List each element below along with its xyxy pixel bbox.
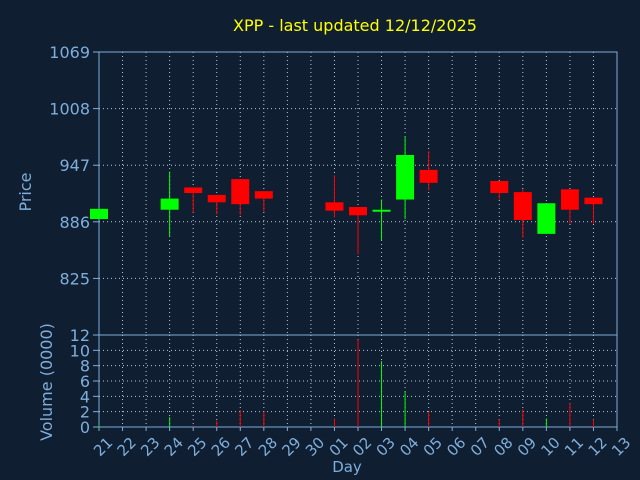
candle-body (584, 197, 603, 205)
x-axis-ticks: 2122232425262728293001020304050607080910… (90, 427, 634, 460)
x-tick-label: 05 (420, 434, 446, 460)
x-tick-label: 22 (114, 434, 140, 460)
candle-body (419, 169, 438, 183)
x-tick-label: 11 (561, 434, 587, 460)
price-axis-label: Price (16, 172, 35, 211)
candle-body (396, 154, 415, 200)
candle-body (160, 198, 179, 210)
volume-tick-label: 10 (70, 341, 90, 360)
x-tick-label: 06 (443, 434, 469, 460)
candle-body (513, 192, 532, 220)
candle-body (490, 180, 509, 194)
volume-tick-label: 12 (70, 326, 90, 345)
volume-tick-label: 2 (80, 403, 90, 422)
volume-tick-label: 6 (80, 372, 90, 391)
x-tick-label: 09 (514, 434, 540, 460)
volume-tick-label: 0 (80, 418, 90, 437)
candle-body (560, 189, 579, 210)
x-axis-label: Day (332, 458, 362, 476)
x-tick-label: 03 (373, 434, 399, 460)
volume-tick-label: 4 (80, 387, 90, 406)
candle-body (372, 209, 391, 212)
x-tick-label: 13 (608, 434, 634, 460)
x-tick-label: 08 (490, 434, 516, 460)
x-tick-label: 23 (137, 434, 163, 460)
volume-tick-label: 8 (80, 357, 90, 376)
price-tick-label: 947 (59, 156, 90, 175)
x-tick-label: 27 (231, 434, 257, 460)
x-tick-label: 02 (349, 434, 375, 460)
x-tick-label: 04 (396, 434, 422, 460)
x-tick-label: 24 (161, 434, 187, 460)
candle-body (184, 187, 203, 194)
volume-axis-label: Volume (0000) (37, 323, 56, 441)
x-tick-label: 25 (184, 434, 210, 460)
price-tick-label: 886 (59, 213, 90, 232)
x-tick-label: 28 (255, 434, 281, 460)
candle-body (231, 179, 250, 205)
candle-body (207, 194, 226, 203)
x-tick-label: 07 (467, 434, 493, 460)
price-tick-label: 1008 (49, 100, 90, 119)
chart-title: XPP - last updated 12/12/2025 (233, 16, 477, 35)
candle-body (325, 202, 344, 211)
candle-body (254, 191, 273, 199)
price-tick-label: 825 (59, 269, 90, 288)
x-tick-label: 12 (585, 434, 611, 460)
x-tick-label: 01 (326, 434, 352, 460)
candle-body (537, 203, 556, 234)
price-panel: 1069 1008 947 886 825 (49, 43, 618, 336)
price-tick-label: 1069 (49, 43, 90, 62)
x-tick-label: 21 (90, 434, 116, 460)
candle-body (349, 206, 367, 216)
x-tick-label: 29 (278, 434, 304, 460)
x-tick-label: 30 (302, 434, 328, 460)
x-tick-label: 26 (208, 434, 234, 460)
x-tick-label: 10 (537, 434, 563, 460)
candle-body (90, 208, 108, 220)
